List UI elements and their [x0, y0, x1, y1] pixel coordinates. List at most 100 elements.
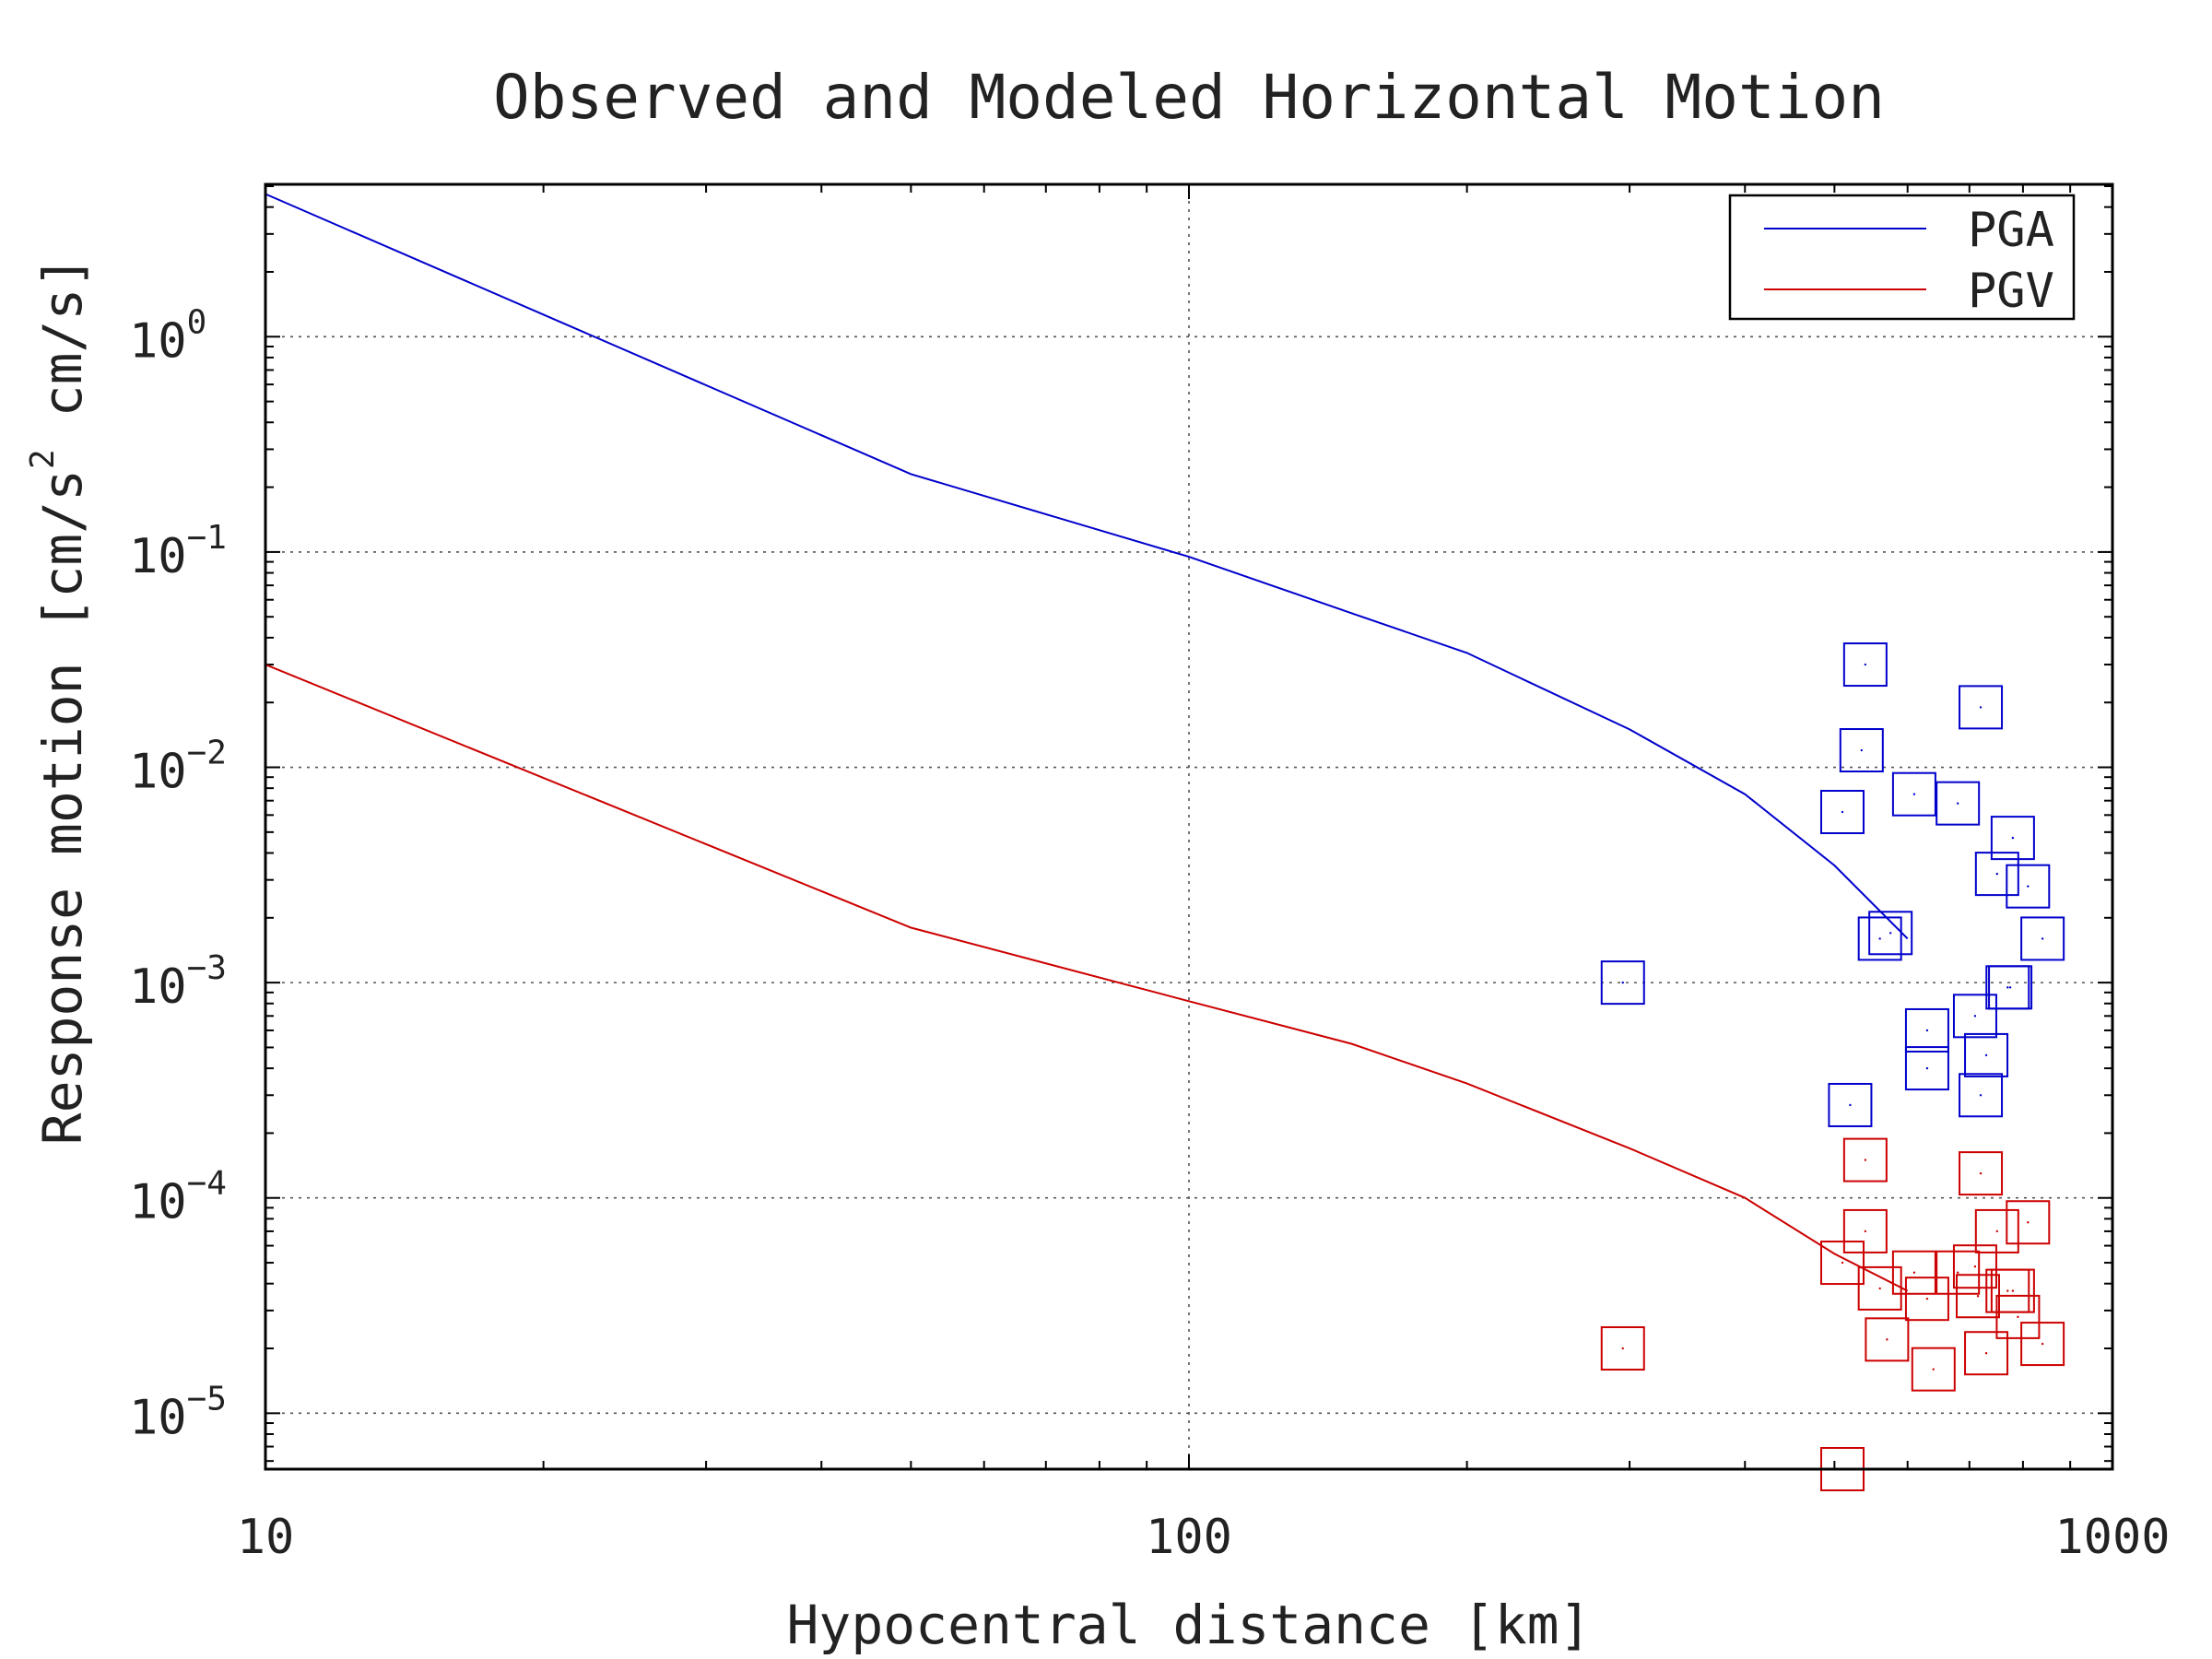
pgv-observed-marker: [1959, 1151, 2004, 1196]
pgv-observed-marker: [1819, 1241, 1865, 1286]
pgv-observed-marker: [1891, 1250, 1936, 1295]
y-tick-label: 10−1: [129, 519, 227, 584]
pgv-observed-center: [1995, 1230, 1999, 1233]
y-tick-base: 10: [129, 313, 187, 369]
pgv-observed-marker: [1600, 1326, 1645, 1371]
pgv-observed-marker: [1964, 1331, 2009, 1376]
pga-observed-marker: [1839, 728, 1884, 773]
pga-observed-marker: [1959, 685, 2004, 730]
gridlines: [265, 184, 2112, 1469]
pgv-observed-center: [1912, 1271, 1916, 1274]
series-pgv: [265, 664, 2065, 1491]
x-tick-label: 100: [1146, 1510, 1232, 1565]
pgv-observed-center: [1886, 1338, 1888, 1341]
y-tick-label: 100: [129, 303, 206, 369]
legend-box: [1728, 194, 2076, 321]
pga-observed-marker: [2020, 916, 2065, 961]
pga-observed-center: [2027, 885, 2030, 888]
y-tick-label: 10−4: [129, 1165, 227, 1230]
pga-observed-marker: [1988, 965, 2033, 1010]
pga-observed-center: [1979, 706, 1983, 709]
pgv-observed-marker: [1990, 1268, 2035, 1313]
pga-observed-marker: [1959, 1073, 2004, 1118]
pgv-observed-center: [1621, 1347, 1624, 1350]
pga-observed-marker: [1891, 771, 1936, 817]
pga-model-line: [265, 193, 1909, 940]
pga-observed-center: [2011, 836, 2015, 840]
pgv-observed-center: [1956, 1271, 1959, 1274]
pga-observed-center: [1864, 663, 1867, 666]
pgv-observed-marker: [1865, 1317, 1910, 1362]
y-tick-label: 10−2: [129, 735, 227, 800]
legend: PGA PGV: [1728, 194, 2076, 321]
pga-observed-marker: [1857, 916, 1902, 961]
pga-observed-center: [1912, 793, 1916, 795]
pga-observed-center: [1860, 748, 1864, 752]
chart-title: Observed and Modeled Horizontal Motion: [493, 62, 1885, 133]
pgv-observed-marker: [1857, 1265, 1902, 1311]
pgv-observed-marker: [1995, 1294, 2041, 1339]
y-axis-label: Response motion [cm/s2 cm/s]: [24, 256, 94, 1146]
y-tick-exponent: −4: [187, 1165, 227, 1203]
pga-observed-marker: [1904, 1007, 1949, 1053]
pgv-observed-marker: [1842, 1137, 1888, 1182]
pgv-observed-center: [1864, 1159, 1867, 1161]
pga-observed-center: [1979, 1094, 1983, 1097]
pgv-observed-marker: [1936, 1250, 1981, 1295]
y-tick-exponent: −5: [187, 1380, 227, 1418]
pgv-observed-marker: [2020, 1322, 2065, 1367]
pga-observed-center: [2008, 986, 2012, 989]
pgv-observed-center: [2017, 1315, 2019, 1319]
pga-observed-center: [1621, 981, 1624, 984]
pga-observed-marker: [1828, 1082, 1873, 1127]
plot-frame: [264, 182, 2114, 1471]
y-tick-base: 10: [129, 1175, 187, 1230]
pga-observed-center: [1984, 1053, 1988, 1057]
y-tick-exponent: −3: [187, 949, 227, 987]
pga-observed-center: [1888, 932, 1892, 935]
pgv-observed-center: [1925, 1297, 1929, 1300]
pga-observed-marker: [1868, 911, 1913, 956]
pgv-observed-marker: [1842, 1208, 1888, 1253]
pga-observed-marker: [1904, 1046, 1949, 1091]
pga-observed-center: [1925, 1029, 1929, 1032]
pgv-observed-center: [1864, 1230, 1867, 1233]
y-axis-label-unit: cm/s]: [31, 256, 94, 450]
plot-series: [265, 193, 2065, 1491]
pgv-observed-marker: [2006, 1200, 2051, 1245]
y-tick-base: 10: [129, 529, 187, 584]
pgv-observed-center: [1979, 1171, 1983, 1175]
pga-observed-center: [2006, 986, 2009, 989]
y-tick-base: 10: [129, 959, 187, 1015]
series-pga: [265, 193, 2065, 1127]
y-tick-exponent: −1: [187, 519, 227, 557]
pga-observed-center: [1841, 810, 1844, 814]
pga-observed-center: [2041, 937, 2044, 940]
pgv-observed-center: [1973, 1265, 1977, 1268]
x-axis-label: Hypocentral distance [km]: [787, 1594, 1592, 1656]
x-tick-label: 1000: [2054, 1510, 2170, 1565]
x-tick-label: 10: [237, 1510, 295, 1565]
x-tick-labels: 10 100 1000: [237, 1510, 2171, 1565]
y-tick-base: 10: [129, 745, 187, 800]
pga-observed-marker: [1600, 960, 1645, 1006]
pga-observed-marker: [1990, 816, 2035, 861]
y-axis-label-superscript: 2: [24, 449, 62, 469]
pga-observed-center: [1956, 802, 1959, 805]
legend-label-pgv: PGV: [1968, 264, 2054, 319]
pgv-observed-center: [2041, 1342, 2044, 1346]
y-tick-base: 10: [129, 1390, 187, 1445]
pgv-observed-marker: [1904, 1277, 1949, 1322]
pgv-observed-marker: [1911, 1347, 1956, 1392]
y-tick-exponent: −2: [187, 735, 227, 772]
pga-observed-center: [1849, 1103, 1852, 1107]
pga-observed-marker: [1842, 642, 1888, 688]
pgv-observed-center: [2011, 1289, 2015, 1292]
pgv-observed-center: [1841, 1261, 1844, 1265]
pga-observed-marker: [1952, 994, 1997, 1039]
pga-observed-center: [1973, 1015, 1977, 1018]
legend-label-pga: PGA: [1968, 203, 2054, 258]
y-tick-exponent: 0: [187, 303, 207, 341]
pga-observed-center: [1995, 872, 1999, 876]
